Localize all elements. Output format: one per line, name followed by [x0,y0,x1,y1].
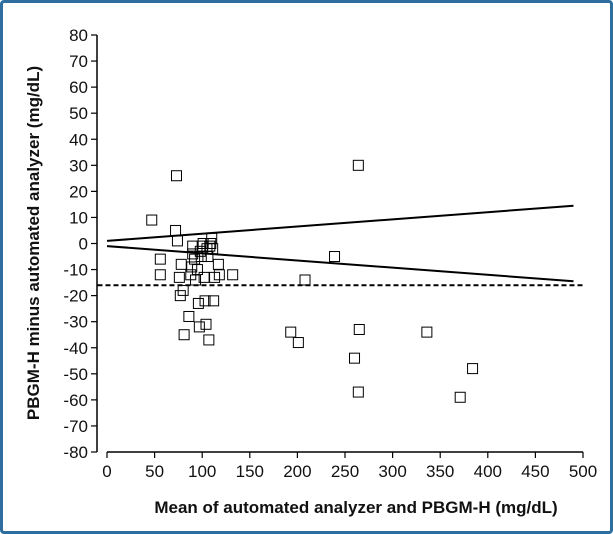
y-axis-label: PBGM-H minus automated analyzer (mg/dL) [24,66,43,420]
x-tick-label: 300 [378,462,406,481]
y-tick-label: -20 [63,287,88,306]
data-point [175,258,187,270]
y-tick-label: -60 [63,391,88,410]
data-point [199,295,211,307]
x-tick-label: 500 [569,462,597,481]
data-point [329,251,341,263]
data-point [213,269,225,281]
data-point [349,352,361,364]
x-tick-label: 50 [145,462,164,481]
data-point [204,240,216,252]
data-point [173,271,185,283]
data-point [170,224,182,236]
data-point [192,297,204,309]
data-point [171,235,183,247]
y-tick-label: 80 [69,26,88,45]
y-tick-label: 50 [69,104,88,123]
y-tick-label: -40 [63,339,88,358]
data-point [191,264,203,276]
y-tick-label: 10 [69,208,88,227]
data-point [352,159,364,171]
y-tick-label: 70 [69,52,88,71]
x-tick-label: 0 [102,462,111,481]
data-point [183,310,195,322]
data-points [146,159,479,403]
data-point [353,324,365,336]
x-tick-label: 350 [426,462,454,481]
x-tick-label: 100 [188,462,216,481]
data-point [292,337,304,349]
x-axis-label: Mean of automated analyzer and PBGM-H (m… [154,498,557,517]
data-point [285,326,297,338]
x-tick-label: 150 [236,462,264,481]
data-point [227,269,239,281]
data-point [352,386,364,398]
x-tick-label: 250 [331,462,359,481]
limit-line [106,204,574,242]
data-point [212,258,224,270]
data-point [170,170,182,182]
x-ticks: 0 50 100 150 200 250 300 350 400 450 500 [102,452,597,481]
y-tick-label: -30 [63,313,88,332]
data-point [178,329,190,341]
data-point [299,274,311,286]
reference-lines [97,204,583,287]
x-tick-label: 200 [283,462,311,481]
data-point [203,334,215,346]
data-point [454,391,466,403]
y-tick-label: 40 [69,130,88,149]
data-point [177,284,189,296]
data-point [207,243,219,255]
data-point [208,295,220,307]
y-tick-label: 0 [79,235,88,254]
y-tick-label: -10 [63,261,88,280]
data-point [146,214,158,226]
y-tick-label: 60 [69,78,88,97]
data-point [200,318,212,330]
y-tick-label: 20 [69,182,88,201]
y-ticks: 80 70 60 50 40 30 20 10 0 -10 -20 -30 -40 -50 -60 -70 -8… [63,26,97,462]
y-tick-label: -70 [63,417,88,436]
data-point [421,326,433,338]
data-point [154,269,166,281]
y-tick-label: -80 [63,443,88,462]
data-point [154,253,166,265]
data-point [186,261,198,273]
y-tick-label: -50 [63,365,88,384]
y-tick-label: 30 [69,156,88,175]
data-point [467,363,479,375]
data-point [193,321,205,333]
x-tick-label: 450 [521,462,549,481]
limit-line [106,245,574,283]
x-tick-label: 400 [474,462,502,481]
axes [96,35,583,453]
